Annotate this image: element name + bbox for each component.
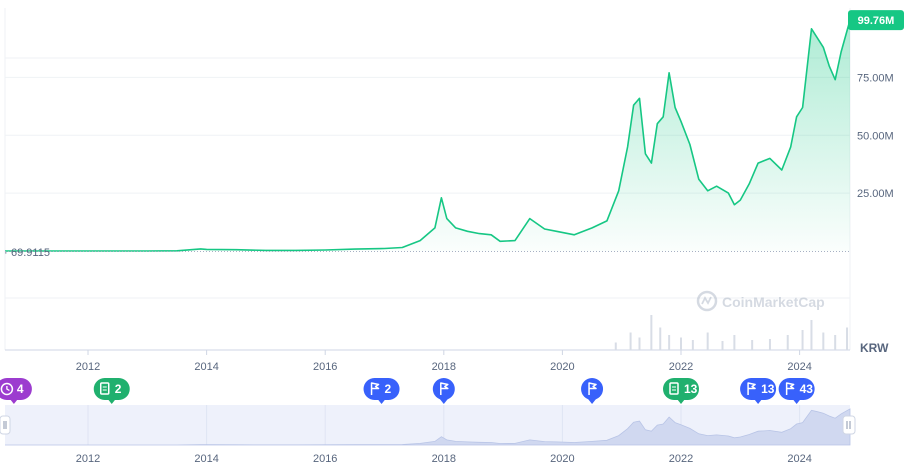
- event-marker[interactable]: 2: [93, 378, 130, 404]
- current-price-label: 99.76M: [858, 15, 895, 27]
- navigator-tick-label: 2024: [787, 453, 811, 465]
- flag-icon: [370, 382, 380, 395]
- volume-bars: [614, 315, 849, 350]
- flag-icon: [785, 382, 795, 395]
- event-count: 13: [761, 382, 775, 396]
- event-count: 13: [684, 382, 698, 396]
- start-value-label: 69.9115: [11, 247, 50, 259]
- watermark-text: CoinMarketCap: [722, 294, 825, 310]
- navigator-left-handle[interactable]: [0, 415, 11, 435]
- navigator-right-handle[interactable]: [842, 415, 856, 435]
- volume-bar: [638, 337, 641, 350]
- start-value-tick: ·: [4, 247, 8, 259]
- clock-icon: [0, 382, 14, 396]
- navigator-tick-label: 2016: [313, 453, 337, 465]
- x-tick-label: 2022: [669, 361, 693, 373]
- events-row: 4 2 2 13 13 43: [0, 378, 815, 404]
- x-tick-label: 2024: [787, 361, 811, 373]
- range-navigator[interactable]: [0, 405, 856, 446]
- x-tick-label: 2020: [550, 361, 574, 373]
- y-tick-label: 50.00M: [857, 130, 894, 142]
- volume-bar: [614, 342, 617, 350]
- price-series[interactable]: [5, 19, 851, 252]
- grid-lines: [5, 57, 850, 194]
- volume-bar: [668, 335, 671, 350]
- navigator-tick-label: 2014: [194, 453, 218, 465]
- x-tick-label: 2018: [432, 361, 456, 373]
- volume-bar: [691, 340, 694, 350]
- volume-bar: [834, 335, 837, 350]
- price-line[interactable]: [5, 19, 851, 252]
- volume-bar: [822, 332, 825, 350]
- flag-icon: [588, 382, 597, 395]
- flag-icon: [440, 382, 449, 395]
- y-tick-label: 25.00M: [857, 188, 894, 200]
- x-tick-label: 2014: [194, 361, 218, 373]
- volume-bar: [733, 335, 736, 350]
- navigator-axis: 2012 2014 2016 2018 2020 2022 2024: [76, 453, 812, 465]
- y-tick-label: 75.00M: [857, 72, 894, 84]
- event-marker[interactable]: 13: [740, 378, 777, 404]
- volume-bar: [706, 332, 709, 350]
- event-count: 4: [17, 382, 24, 396]
- volume-bar: [721, 341, 724, 350]
- navigator-tick-label: 2022: [669, 453, 693, 465]
- volume-bar: [680, 337, 682, 350]
- document-icon: [669, 382, 679, 395]
- flag-icon: [747, 382, 756, 395]
- navigator-tick-label: 2018: [432, 453, 456, 465]
- navigator-area: [5, 408, 851, 446]
- volume-bar: [786, 335, 789, 350]
- event-marker[interactable]: [581, 378, 604, 404]
- event-marker[interactable]: 43: [778, 378, 815, 404]
- event-marker[interactable]: [432, 378, 455, 404]
- volume-bar: [846, 327, 849, 350]
- event-marker[interactable]: 2: [363, 378, 400, 404]
- current-price-tag: 99.76M: [848, 10, 904, 31]
- event-count: 2: [385, 382, 392, 396]
- price-area: [5, 20, 850, 251]
- volume-bar: [650, 315, 653, 350]
- navigator-tick-label: 2012: [76, 453, 100, 465]
- volume-bar: [659, 327, 662, 350]
- event-marker[interactable]: 4: [0, 378, 32, 404]
- currency-label: KRW: [860, 341, 889, 355]
- x-axis: 2012 2014 2016 2018 2020 2022 2024: [76, 350, 812, 373]
- document-icon: [99, 382, 110, 395]
- volume-bar: [751, 340, 754, 350]
- watermark: CoinMarketCap: [696, 290, 825, 312]
- coinmarketcap-logo-icon: [696, 290, 718, 312]
- navigator-tick-label: 2020: [550, 453, 574, 465]
- volume-bar: [810, 320, 813, 350]
- x-tick-label: 2016: [313, 361, 337, 373]
- y-axis: 25.00M 50.00M 75.00M: [857, 72, 894, 200]
- volume-bar: [801, 330, 804, 350]
- event-count: 2: [115, 382, 122, 396]
- x-tick-label: 2012: [76, 361, 100, 373]
- volume-bar: [629, 332, 632, 350]
- event-count: 43: [800, 382, 814, 396]
- volume-bar: [768, 339, 771, 350]
- event-marker[interactable]: 13: [663, 378, 699, 404]
